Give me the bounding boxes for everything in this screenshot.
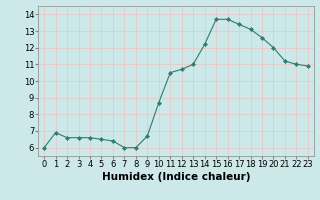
X-axis label: Humidex (Indice chaleur): Humidex (Indice chaleur) (102, 172, 250, 182)
